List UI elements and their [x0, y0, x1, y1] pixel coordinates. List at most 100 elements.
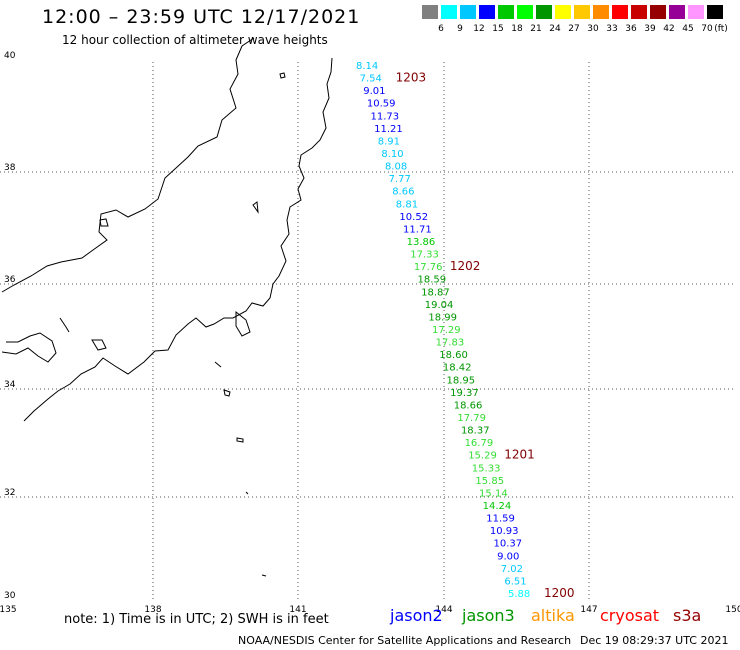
coastline-segment: [99, 218, 109, 227]
coastline: [1, 37, 333, 577]
coastline-segment: [235, 310, 251, 337]
swh-value: 18.37: [461, 426, 490, 437]
coastline-segment: [59, 317, 70, 333]
swh-value: 17.29: [432, 325, 461, 336]
legend-label: 36: [625, 24, 637, 34]
legend-unit: (ft): [714, 24, 728, 34]
swh-value: 7.54: [360, 74, 382, 85]
swh-value: 18.59: [418, 275, 447, 286]
swh-value: 17.83: [436, 338, 465, 349]
legend-label: 12: [473, 24, 485, 34]
satellite-cryosat: cryosat: [600, 606, 660, 625]
legend-label: 33: [606, 24, 618, 34]
lon-label: 138: [144, 605, 161, 615]
legend-label: 30: [587, 24, 599, 34]
satellite-jason2: jason2: [390, 606, 443, 625]
coastline-segment: [261, 574, 267, 577]
swh-value: 8.91: [378, 136, 400, 147]
swh-value: 19.37: [450, 388, 479, 399]
satellite-altika: altika: [531, 606, 575, 625]
legend-label: 42: [663, 24, 675, 34]
legend-label: 9: [457, 24, 463, 34]
swh-value: 15.85: [475, 476, 504, 487]
lat-label: 36: [4, 275, 16, 285]
swh-value: 18.95: [446, 375, 475, 386]
coastline-segment: [245, 491, 249, 495]
legend-label: 6: [438, 24, 444, 34]
lon-label: 147: [580, 605, 597, 615]
swh-value: 7.02: [501, 564, 523, 575]
coastline-segment: [223, 389, 231, 397]
legend-swatch: [650, 5, 666, 19]
swh-value: 18.60: [439, 350, 468, 361]
coastline-segment: [252, 201, 259, 214]
legend-label: 45: [682, 24, 694, 34]
lon-label: 135: [0, 605, 17, 615]
swh-value: 5.88: [508, 589, 530, 600]
swh-value: 11.71: [403, 224, 432, 235]
legend-swatch: [707, 5, 723, 19]
legend-swatch: [593, 5, 609, 19]
time-mark: 1202: [450, 259, 481, 273]
legend-label: 21: [530, 24, 542, 34]
page-title: 12:00 – 23:59 UTC 12/17/2021: [42, 6, 361, 28]
swh-value: 8.10: [381, 149, 403, 160]
swh-value: 15.29: [468, 451, 497, 462]
coastline-segment: [1, 37, 255, 293]
swh-value: 17.79: [457, 413, 486, 424]
legend-swatch: [555, 5, 571, 19]
coastline-segment: [279, 72, 286, 79]
swh-value: 8.08: [385, 162, 407, 173]
legend-swatch: [612, 5, 628, 19]
swh-value: 10.52: [399, 212, 428, 223]
swh-value: 17.76: [414, 262, 443, 273]
swh-value: 18.42: [443, 363, 472, 374]
axis-labels: 40 38 36 34 32 30 135 138 141 144 147 150: [0, 51, 740, 615]
coastline-segment: [23, 57, 333, 422]
footer-note: note: 1) Time is in UTC; 2) SWH is in fe…: [64, 612, 329, 627]
time-mark: 1203: [396, 71, 427, 85]
swh-value: 10.37: [494, 539, 523, 550]
swh-value: 13.86: [407, 237, 436, 248]
lat-label: 32: [4, 488, 15, 498]
swh-value: 7.77: [389, 174, 411, 185]
swh-value: 14.24: [483, 501, 512, 512]
legend-label: 39: [644, 24, 656, 34]
legend-swatch: [688, 5, 704, 19]
coastline-segment: [1, 332, 57, 363]
legend-label: 70: [701, 24, 713, 34]
lat-label: 34: [4, 380, 16, 390]
legend-label: 27: [568, 24, 580, 34]
lat-label: 38: [4, 163, 16, 173]
time-mark: 1200: [544, 586, 575, 600]
swh-value: 8.81: [396, 199, 418, 210]
legend-swatch: [631, 5, 647, 19]
lon-label: 144: [435, 605, 452, 615]
lat-label: 30: [4, 591, 16, 601]
swh-value: 8.14: [356, 61, 378, 72]
legend-swatch: [574, 5, 590, 19]
legend-label: 15: [492, 24, 504, 34]
coastline-segment: [214, 361, 222, 368]
legend-swatch: [669, 5, 685, 19]
satellite-s3a: s3a: [673, 606, 702, 625]
swh-value: 6.51: [504, 576, 526, 587]
lat-lon-grid: [0, 62, 735, 600]
swh-value: 8.66: [392, 187, 414, 198]
lat-label: 40: [4, 51, 16, 61]
swh-value: 18.66: [454, 400, 483, 411]
swh-value: 10.59: [367, 99, 396, 110]
credit-line: NOAA/NESDIS Center for Satellite Applica…: [238, 634, 572, 647]
swh-value: 16.79: [465, 438, 494, 449]
swh-value: 11.73: [370, 111, 399, 122]
legend-swatch: [441, 5, 457, 19]
legend-swatch: [498, 5, 514, 19]
legend-swatch: [536, 5, 552, 19]
lon-label: 141: [289, 605, 306, 615]
altimeter-track: 8.147.549.0110.5911.7311.218.918.108.087…: [356, 61, 575, 600]
legend-swatch: [422, 5, 438, 19]
swh-value: 11.21: [374, 124, 403, 135]
time-mark: 1201: [504, 448, 535, 462]
swh-value: 10.93: [490, 526, 519, 537]
